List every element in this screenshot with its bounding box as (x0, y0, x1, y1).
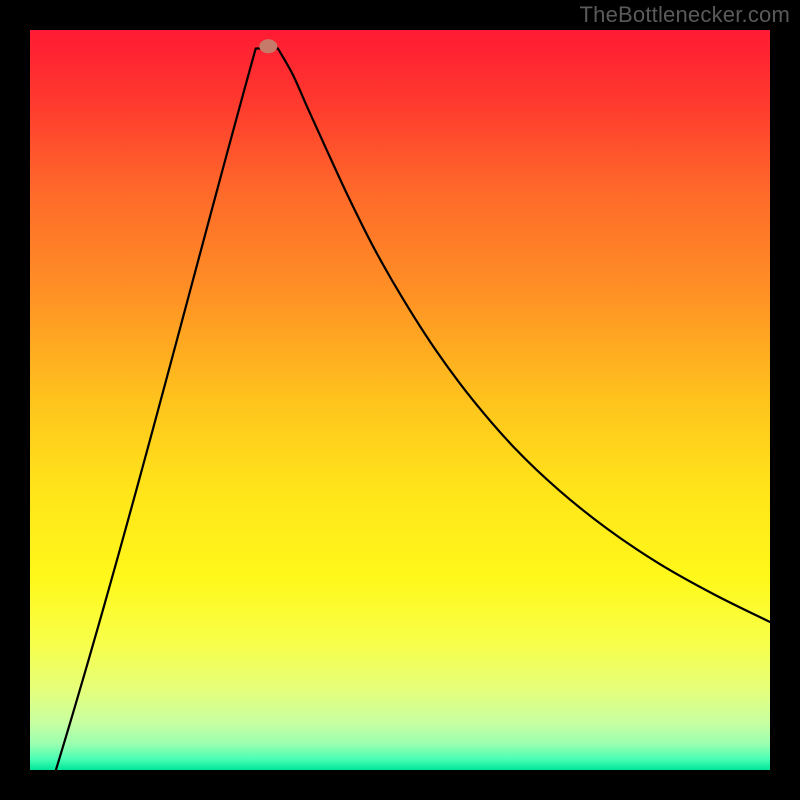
optimal-point-marker (259, 39, 277, 53)
chart-svg (0, 0, 800, 800)
gradient-plot-area (30, 30, 770, 770)
chart-stage: TheBottlenecker.com (0, 0, 800, 800)
